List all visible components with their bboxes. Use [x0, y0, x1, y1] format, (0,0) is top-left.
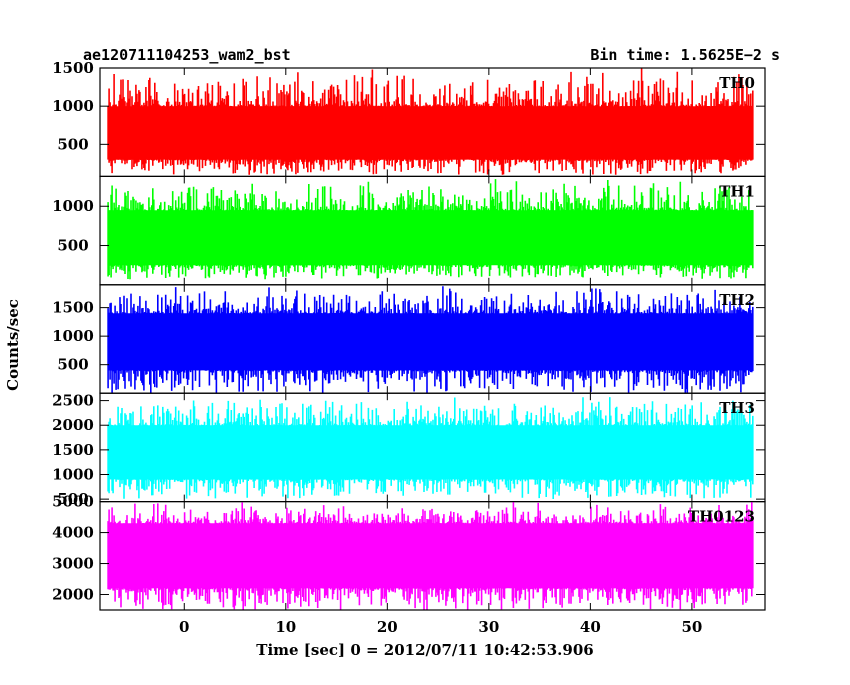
chart-title: ae120711104253_wam2_bst [83, 46, 291, 64]
y-tick-label: 5000 [52, 493, 94, 511]
x-axis-label: Time [sec] 0 = 2012/07/11 10:42:53.906 [256, 641, 593, 659]
panel-label-th0123: TH0123 [688, 508, 755, 526]
y-tick-label: 2000 [52, 416, 94, 434]
x-tick-label: 20 [377, 618, 398, 636]
x-tick-label: 0 [179, 618, 189, 636]
panel-label-th1: TH1 [719, 182, 755, 200]
y-tick-label: 500 [57, 490, 88, 508]
panel-label-th3: TH3 [719, 399, 755, 417]
y-tick-label: 500 [57, 135, 88, 153]
y-tick-label: 2000 [52, 586, 94, 604]
y-tick-label: 1500 [52, 59, 94, 77]
series-core-th1 [108, 214, 753, 265]
panel-label-th0: TH0 [719, 74, 755, 92]
panel-th2: 500 1000 1500 TH2 [52, 284, 766, 394]
panel-th0123: 2000 3000 4000 5000 TH0123 [52, 493, 766, 611]
y-tick-label: 500 [57, 237, 88, 255]
y-tick-label: 1000 [52, 466, 94, 484]
y-tick-label: 500 [57, 356, 88, 374]
series-core-th0 [108, 110, 753, 160]
series-core-th2 [108, 317, 753, 370]
panel-th1: 500 1000 TH1 [52, 175, 766, 286]
y-tick-label: 1000 [52, 197, 94, 215]
x-tick-label: 10 [275, 618, 296, 636]
y-tick-label: 1500 [52, 299, 94, 317]
y-tick-label: 3000 [52, 555, 94, 573]
bin-time-label: Bin time: 1.5625E−2 s [590, 46, 780, 64]
x-tick-label: 30 [478, 618, 499, 636]
y-tick-label: 1000 [52, 97, 94, 115]
x-tick-label: 50 [681, 618, 702, 636]
series-core-th0123 [108, 528, 753, 587]
y-tick-label: 4000 [52, 524, 94, 542]
y-axis-label: Counts/sec [4, 299, 22, 391]
x-tick-label: 40 [580, 618, 601, 636]
panel-th0: 500 1000 1500 TH0 [52, 59, 766, 178]
y-tick-label: 2500 [52, 392, 94, 410]
panel-frame [99, 501, 766, 611]
y-tick-label: 1500 [52, 441, 94, 459]
panel-label-th2: TH2 [719, 291, 755, 309]
panel-th3: 500 1000 1500 2000 2500 TH3 [52, 392, 766, 508]
y-tick-label: 1000 [52, 327, 94, 345]
series-core-th3 [108, 429, 753, 479]
x-axis: 0 10 20 30 40 50 [179, 618, 702, 636]
